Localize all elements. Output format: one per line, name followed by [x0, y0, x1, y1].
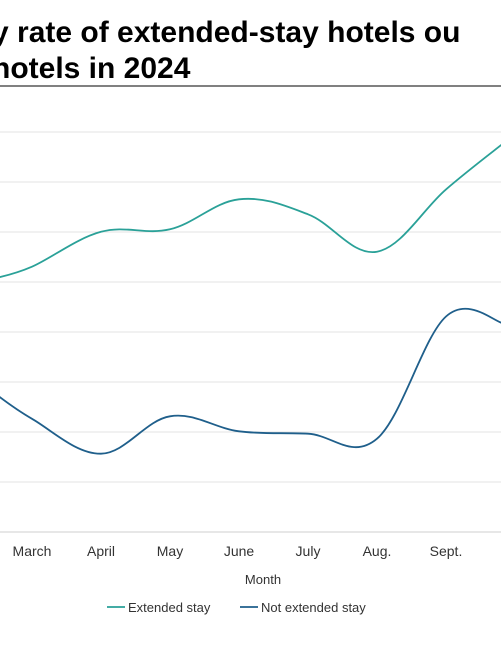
x-tick-label: July	[296, 543, 321, 559]
x-tick-label: June	[224, 543, 255, 559]
series-line-1	[0, 308, 501, 455]
gridlines	[0, 131, 501, 533]
x-tick-labels: March April May June July Aug. Sept.	[13, 543, 463, 559]
x-tick-label: May	[157, 543, 183, 559]
x-tick-label: Sept.	[430, 543, 463, 559]
chart-title-line-1: y rate of extended-stay hotels ou	[0, 16, 460, 49]
x-axis-label: Month	[245, 572, 281, 587]
chart-title-line-2: hotels in 2024	[0, 52, 191, 85]
x-tick-label: Aug.	[363, 543, 392, 559]
x-tick-label: March	[13, 543, 52, 559]
series-layer	[0, 144, 501, 455]
legend-label-0: Extended stay	[128, 600, 211, 615]
legend-label-1: Not extended stay	[261, 600, 366, 615]
legend: Extended stay Not extended stay	[107, 600, 366, 615]
x-tick-label: April	[87, 543, 115, 559]
series-line-0	[0, 144, 501, 279]
